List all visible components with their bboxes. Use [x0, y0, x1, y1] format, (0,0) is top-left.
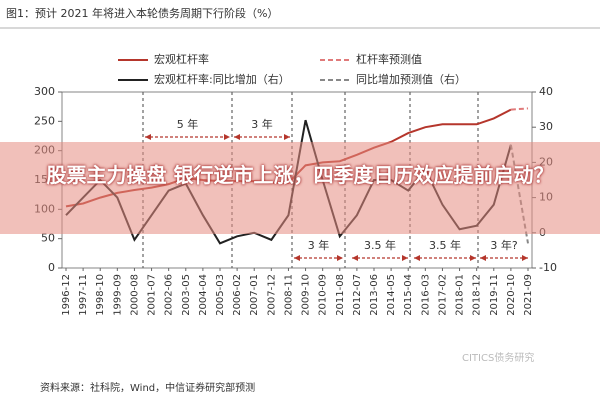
x-tick-label: 2006-02	[232, 274, 243, 316]
cycle-label: 3 年?	[490, 238, 517, 252]
x-tick-label: 2004-04	[198, 274, 209, 316]
x-tick-label: 2010-09	[318, 274, 329, 316]
x-tick-label: 2021-09	[523, 274, 534, 316]
arrow-head	[480, 255, 528, 261]
y2-tick-label: 30	[539, 120, 553, 133]
legend-label: 宏观杠杆率:同比增加（右）	[154, 72, 290, 86]
x-tick-label: 2013-06	[369, 274, 380, 316]
x-tick-label: 2007-01	[249, 274, 260, 316]
cycle-label: 3 年	[251, 117, 273, 131]
x-tick-label: 2008-11	[283, 274, 294, 316]
legend-label: 同比增加预测值（右）	[356, 72, 466, 86]
x-tick-label: 2011-08	[335, 274, 346, 316]
x-tick-label: 2015-04	[403, 274, 414, 316]
x-tick-label: 2005-03	[215, 274, 226, 316]
source-note: 资料来源：社科院，Wind，中信证券研究部预测	[40, 381, 255, 394]
y-tick-label: 50	[41, 232, 55, 245]
y2-tick-label: 40	[539, 85, 553, 98]
x-tick-label: 1997-11	[78, 274, 89, 316]
x-tick-label: 2014-05	[386, 274, 397, 316]
x-tick-label: 2007-12	[266, 274, 277, 316]
x-tick-label: 1996-12	[61, 274, 72, 316]
arrow-head	[294, 255, 343, 261]
x-tick-label: 2018-01	[455, 274, 466, 316]
watermark: CITICS债务研究	[462, 351, 534, 364]
x-tick-label: 2001-07	[147, 274, 158, 316]
legend-label: 杠杆率预测值	[356, 52, 422, 66]
x-tick-label: 2017-02	[437, 274, 448, 316]
y-tick-label: 0	[48, 261, 55, 274]
x-tick-label: 1999-09	[112, 274, 123, 316]
chart-title: 图1：预计 2021 年将进入本轮债务周期下行阶段（%）	[6, 6, 278, 20]
y-tick-label: 250	[34, 114, 55, 127]
x-tick-label: 2012-07	[352, 274, 363, 316]
cycle-label: 3.5 年	[429, 238, 461, 252]
cycle-label: 3.5 年	[364, 238, 396, 252]
x-tick-label: 2019-11	[489, 274, 500, 316]
y-tick-label: 300	[34, 85, 55, 98]
y2-tick-label: -10	[539, 261, 557, 274]
series-line	[510, 107, 529, 111]
x-tick-label: 1998-10	[95, 274, 106, 316]
x-tick-label: 2000-08	[129, 274, 140, 316]
overlay-headline: 股票主力操盘 银行逆市上涨，四季度日历效应提前启动？	[46, 163, 554, 187]
overlay-band	[0, 142, 600, 234]
x-tick-label: 2002-06	[164, 274, 175, 316]
x-tick-label: 2003-05	[181, 274, 192, 316]
arrow-head	[352, 255, 408, 261]
x-tick-label: 2009-10	[301, 274, 312, 316]
x-tick-label: 2018-12	[472, 274, 483, 316]
legend-label: 宏观杠杆率	[154, 52, 209, 66]
arrow-head	[234, 134, 290, 140]
x-tick-label: 2016-03	[420, 274, 431, 316]
cycle-label: 5 年	[177, 117, 199, 131]
cycle-label: 3 年	[308, 238, 330, 252]
x-tick-label: 2020-10	[506, 274, 517, 316]
